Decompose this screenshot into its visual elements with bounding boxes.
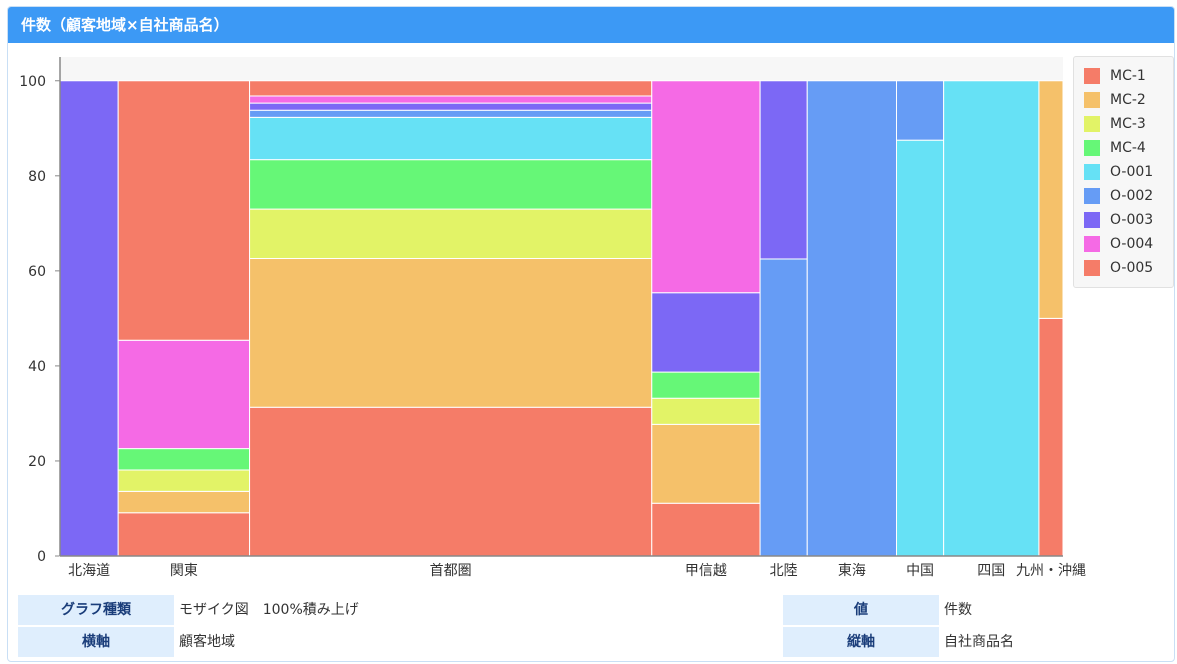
mosaic-cell-北陸-O-003: [759, 80, 808, 260]
mosaic-cell-中国-O-002: [896, 80, 945, 141]
yaxis-label: 縦軸: [783, 627, 939, 657]
y-tick-label: 60: [28, 264, 46, 280]
mosaic-cell-甲信越-MC-2: [651, 423, 761, 504]
x-tick-label: 北海道: [68, 563, 110, 579]
legend-swatch: [1084, 68, 1100, 84]
mosaic-cell-九州・沖縄-MC-2: [1038, 80, 1064, 319]
mosaic-cell-関東-MC-3: [117, 469, 251, 492]
legend-swatch: [1084, 212, 1100, 228]
mosaic-cell-四国-O-001: [943, 80, 1040, 557]
legend-swatch: [1084, 188, 1100, 204]
xaxis-value: 顧客地域: [179, 634, 235, 650]
chart-panel: 件数（顧客地域×自社商品名） 0 20 40 60 80 100 北海道 関東 首都圏 甲信越 北陸…: [7, 6, 1175, 662]
mosaic-chart: 0 20 40 60 80 100 北海道 関東 首都圏 甲信越 北陸 東海 中国 四国 九州・沖縄: [19, 57, 1086, 579]
mosaic-cell-首都圏-O-005: [249, 80, 653, 97]
legend-swatch: [1084, 236, 1100, 252]
x-tick-label: 甲信越: [685, 563, 727, 579]
legend-swatch: [1084, 260, 1100, 276]
legend-label: O-003: [1110, 212, 1154, 228]
y-tick-label: 0: [37, 549, 46, 565]
legend-swatch: [1084, 116, 1100, 132]
y-tick-label: 40: [28, 359, 46, 375]
legend-swatch: [1084, 92, 1100, 108]
mosaic-cell-甲信越-MC-3: [651, 397, 761, 425]
mosaic-cell-関東-O-004: [117, 339, 251, 450]
mosaic-cell-甲信越-MC-1: [651, 502, 761, 557]
x-tick-label: 東海: [838, 563, 866, 579]
mosaic-cell-首都圏-MC-4: [249, 159, 653, 210]
legend-label: MC-4: [1110, 140, 1146, 156]
legend-label: O-005: [1110, 260, 1154, 276]
mosaic-cell-関東-MC-4: [117, 448, 251, 471]
mosaic-cell-北海道-O-003: [59, 80, 119, 557]
legend-label: MC-1: [1110, 68, 1146, 84]
mosaic-cell-甲信越-O-004: [651, 80, 761, 294]
x-tick-label: 北陸: [770, 563, 798, 579]
mosaic-cell-首都圏-O-004: [249, 95, 653, 104]
x-tick-label: 中国: [906, 563, 934, 579]
mosaic-cell-関東-O-005: [117, 80, 251, 341]
mosaic-cell-関東-MC-1: [117, 512, 251, 557]
mosaic-cell-首都圏-MC-3: [249, 208, 653, 260]
mosaic-cell-首都圏-MC-1: [249, 406, 653, 557]
x-tick-label: 関東: [170, 563, 198, 579]
legend-label: O-004: [1110, 236, 1154, 252]
mosaic-cell-甲信越-MC-4: [651, 371, 761, 399]
x-tick-label: 九州・沖縄: [1016, 563, 1086, 579]
legend-label: MC-2: [1110, 92, 1146, 108]
graph-type-label: グラフ種類: [18, 595, 174, 625]
yaxis-value: 自社商品名: [944, 634, 1014, 650]
legend-label: O-001: [1110, 164, 1154, 180]
x-tick-label: 四国: [977, 563, 1005, 579]
mosaic-cell-首都圏-O-001: [249, 116, 653, 161]
mosaic-cell-九州・沖縄-MC-1: [1038, 317, 1064, 557]
y-tick-label: 20: [28, 454, 46, 470]
mosaic-cell-東海-O-002: [806, 80, 898, 557]
legend: MC-1 MC-2 MC-3 MC-4 O-001 O-002 O-003 O-004 O-00…: [1073, 56, 1174, 288]
value-value: 件数: [944, 602, 972, 618]
mosaic-cell-関東-MC-2: [117, 490, 251, 514]
legend-swatch: [1084, 140, 1100, 156]
panel-title: 件数（顧客地域×自社商品名）: [8, 7, 1174, 43]
value-label: 値: [783, 595, 939, 625]
y-tick-label: 100: [19, 74, 46, 90]
legend-label: O-002: [1110, 188, 1154, 204]
mosaic-cell-中国-O-001: [896, 139, 945, 557]
mosaic-cell-首都圏-MC-2: [249, 258, 653, 408]
xaxis-label: 横軸: [18, 627, 174, 657]
legend-label: MC-3: [1110, 116, 1146, 132]
graph-type-value: モザイク図 100%積み上げ: [179, 602, 359, 618]
x-tick-label: 首都圏: [430, 563, 472, 579]
mosaic-cell-首都圏-O-003: [249, 102, 653, 111]
legend-swatch: [1084, 164, 1100, 180]
mosaic-cell-甲信越-O-003: [651, 292, 761, 373]
mosaic-cell-北陸-O-002: [759, 258, 808, 557]
y-tick-label: 80: [28, 169, 46, 185]
mosaic-cell-首都圏-O-002: [249, 109, 653, 118]
